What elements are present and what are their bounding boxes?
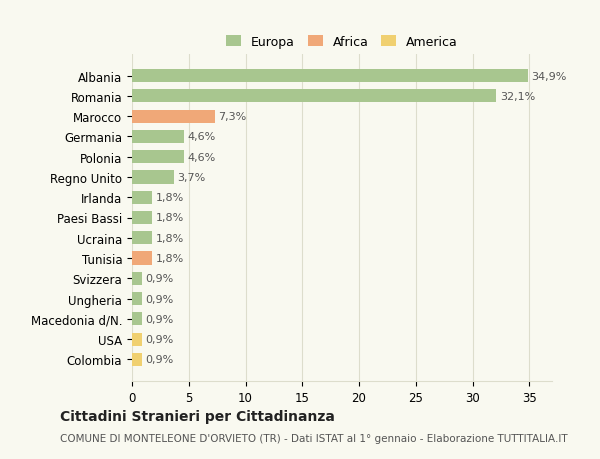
- Text: Cittadini Stranieri per Cittadinanza: Cittadini Stranieri per Cittadinanza: [60, 409, 335, 423]
- Text: COMUNE DI MONTELEONE D'ORVIETO (TR) - Dati ISTAT al 1° gennaio - Elaborazione TU: COMUNE DI MONTELEONE D'ORVIETO (TR) - Da…: [60, 433, 568, 442]
- Bar: [132, 292, 142, 306]
- Bar: [132, 90, 496, 103]
- Bar: [132, 171, 174, 184]
- Bar: [132, 110, 215, 123]
- Text: 4,6%: 4,6%: [188, 132, 216, 142]
- Bar: [132, 212, 152, 224]
- Bar: [132, 191, 152, 204]
- Bar: [132, 353, 142, 366]
- Legend: Europa, Africa, America: Europa, Africa, America: [223, 32, 461, 52]
- Text: 1,8%: 1,8%: [156, 253, 184, 263]
- Bar: [132, 313, 142, 326]
- Text: 7,3%: 7,3%: [218, 112, 247, 122]
- Bar: [132, 130, 184, 144]
- Bar: [132, 333, 142, 346]
- Text: 0,9%: 0,9%: [146, 314, 174, 324]
- Text: 1,8%: 1,8%: [156, 213, 184, 223]
- Bar: [132, 252, 152, 265]
- Text: 1,8%: 1,8%: [156, 193, 184, 203]
- Bar: [132, 70, 528, 83]
- Bar: [132, 151, 184, 164]
- Text: 1,8%: 1,8%: [156, 233, 184, 243]
- Text: 0,9%: 0,9%: [146, 355, 174, 364]
- Text: 3,7%: 3,7%: [178, 173, 206, 183]
- Bar: [132, 272, 142, 285]
- Text: 0,9%: 0,9%: [146, 294, 174, 304]
- Text: 4,6%: 4,6%: [188, 152, 216, 162]
- Text: 34,9%: 34,9%: [532, 72, 567, 81]
- Text: 0,9%: 0,9%: [146, 334, 174, 344]
- Text: 32,1%: 32,1%: [500, 92, 535, 102]
- Bar: [132, 232, 152, 245]
- Text: 0,9%: 0,9%: [146, 274, 174, 284]
